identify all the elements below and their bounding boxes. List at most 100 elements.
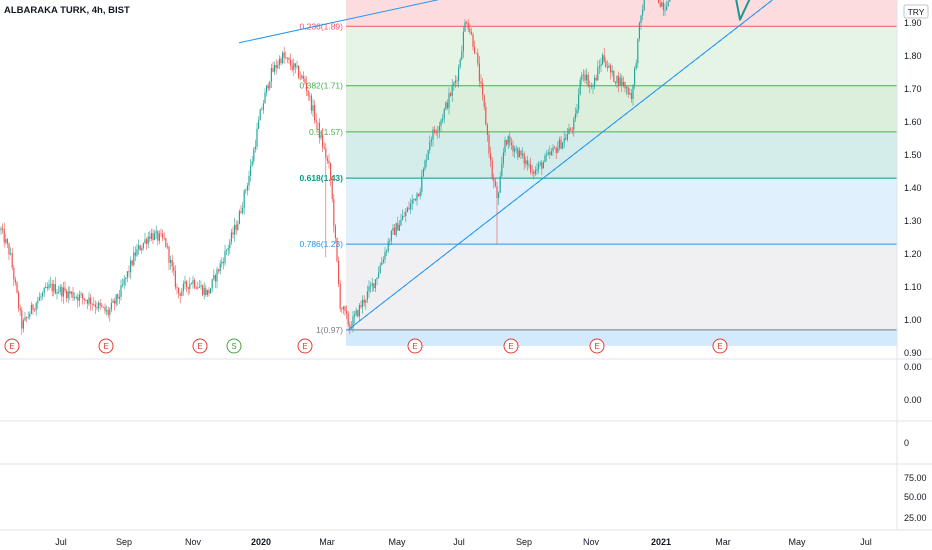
currency-badge-box[interactable] <box>903 4 929 19</box>
candle <box>613 70 615 82</box>
candle <box>245 190 247 192</box>
candle <box>366 291 368 300</box>
candle <box>146 239 148 244</box>
candle <box>104 306 106 312</box>
candle <box>446 102 448 108</box>
fibonacci-retracement[interactable]: 0(2.17)0.236(1.89)0.382(1.71)0.5(1.57)0.… <box>300 0 897 346</box>
candle <box>589 85 591 87</box>
candle <box>246 185 248 191</box>
candle <box>120 285 122 297</box>
candle <box>139 245 141 251</box>
candle <box>453 82 455 87</box>
candle <box>472 34 474 47</box>
candle <box>336 237 338 262</box>
candle <box>13 267 15 280</box>
candle <box>186 281 188 287</box>
candle <box>525 160 527 164</box>
candle <box>301 75 303 78</box>
candle <box>410 203 412 210</box>
fib-level-label-5: 0.786(1.23) <box>300 239 344 249</box>
candle <box>562 142 564 149</box>
candle <box>368 286 370 292</box>
candle <box>662 2 664 11</box>
candle <box>110 302 112 310</box>
earnings-marker[interactable] <box>4 338 20 354</box>
earnings-marker[interactable] <box>192 338 208 354</box>
time-tick-label: Nov <box>583 537 600 547</box>
candle <box>430 139 432 142</box>
drawings[interactable] <box>0 0 897 331</box>
candle <box>616 76 618 83</box>
candle <box>2 228 4 230</box>
candle <box>445 102 447 110</box>
earnings-marker[interactable] <box>407 338 423 354</box>
candle <box>118 296 120 299</box>
candle <box>483 94 485 107</box>
candle <box>536 169 538 171</box>
candle <box>573 118 575 130</box>
candle <box>422 169 424 177</box>
earnings-marker[interactable] <box>712 338 728 354</box>
candle <box>254 146 256 150</box>
candle <box>482 83 484 95</box>
price-tick-label: 1.60 <box>904 117 922 127</box>
candle <box>546 154 548 156</box>
candle <box>27 316 29 318</box>
candle <box>107 310 109 315</box>
candle <box>19 308 21 311</box>
candle <box>602 55 604 65</box>
candle <box>498 192 500 199</box>
candle <box>230 232 232 242</box>
earnings-marker[interactable] <box>297 338 313 354</box>
split-marker[interactable] <box>226 338 242 354</box>
candle <box>640 15 642 24</box>
candle <box>568 128 570 135</box>
earnings-marker[interactable] <box>503 338 519 354</box>
earnings-marker[interactable] <box>98 338 114 354</box>
candle <box>518 150 520 158</box>
candle <box>322 134 324 148</box>
candle <box>462 31 464 52</box>
price-tick-label: 1.80 <box>904 51 922 61</box>
candle <box>250 165 252 176</box>
candle <box>182 283 184 292</box>
candle <box>350 327 352 329</box>
candle <box>451 86 453 96</box>
candle <box>85 300 87 301</box>
candle <box>16 282 18 293</box>
candle <box>46 286 48 289</box>
candle <box>126 271 128 278</box>
candle <box>163 237 165 239</box>
candle <box>152 233 154 240</box>
candle <box>523 153 525 164</box>
candle <box>330 163 332 180</box>
candle <box>413 198 415 200</box>
earnings-marker[interactable] <box>589 338 605 354</box>
candle <box>194 280 196 288</box>
time-tick-label: 2021 <box>651 537 671 547</box>
candle <box>162 233 164 238</box>
candle <box>398 225 400 231</box>
candle <box>77 297 79 301</box>
candle <box>621 77 623 86</box>
candle <box>109 309 111 315</box>
candle <box>499 176 501 193</box>
candle <box>424 160 426 170</box>
candle <box>432 129 434 140</box>
candle <box>667 1 669 7</box>
candle <box>272 67 274 72</box>
candle <box>115 294 117 304</box>
candle <box>438 125 440 131</box>
candle <box>638 23 640 39</box>
candle <box>614 81 616 83</box>
earnings-marker-label: E <box>508 342 513 351</box>
candle <box>354 314 356 317</box>
candle <box>168 246 170 263</box>
candle <box>125 277 127 280</box>
candle <box>222 261 224 264</box>
candle <box>141 247 143 251</box>
candle <box>538 164 540 170</box>
